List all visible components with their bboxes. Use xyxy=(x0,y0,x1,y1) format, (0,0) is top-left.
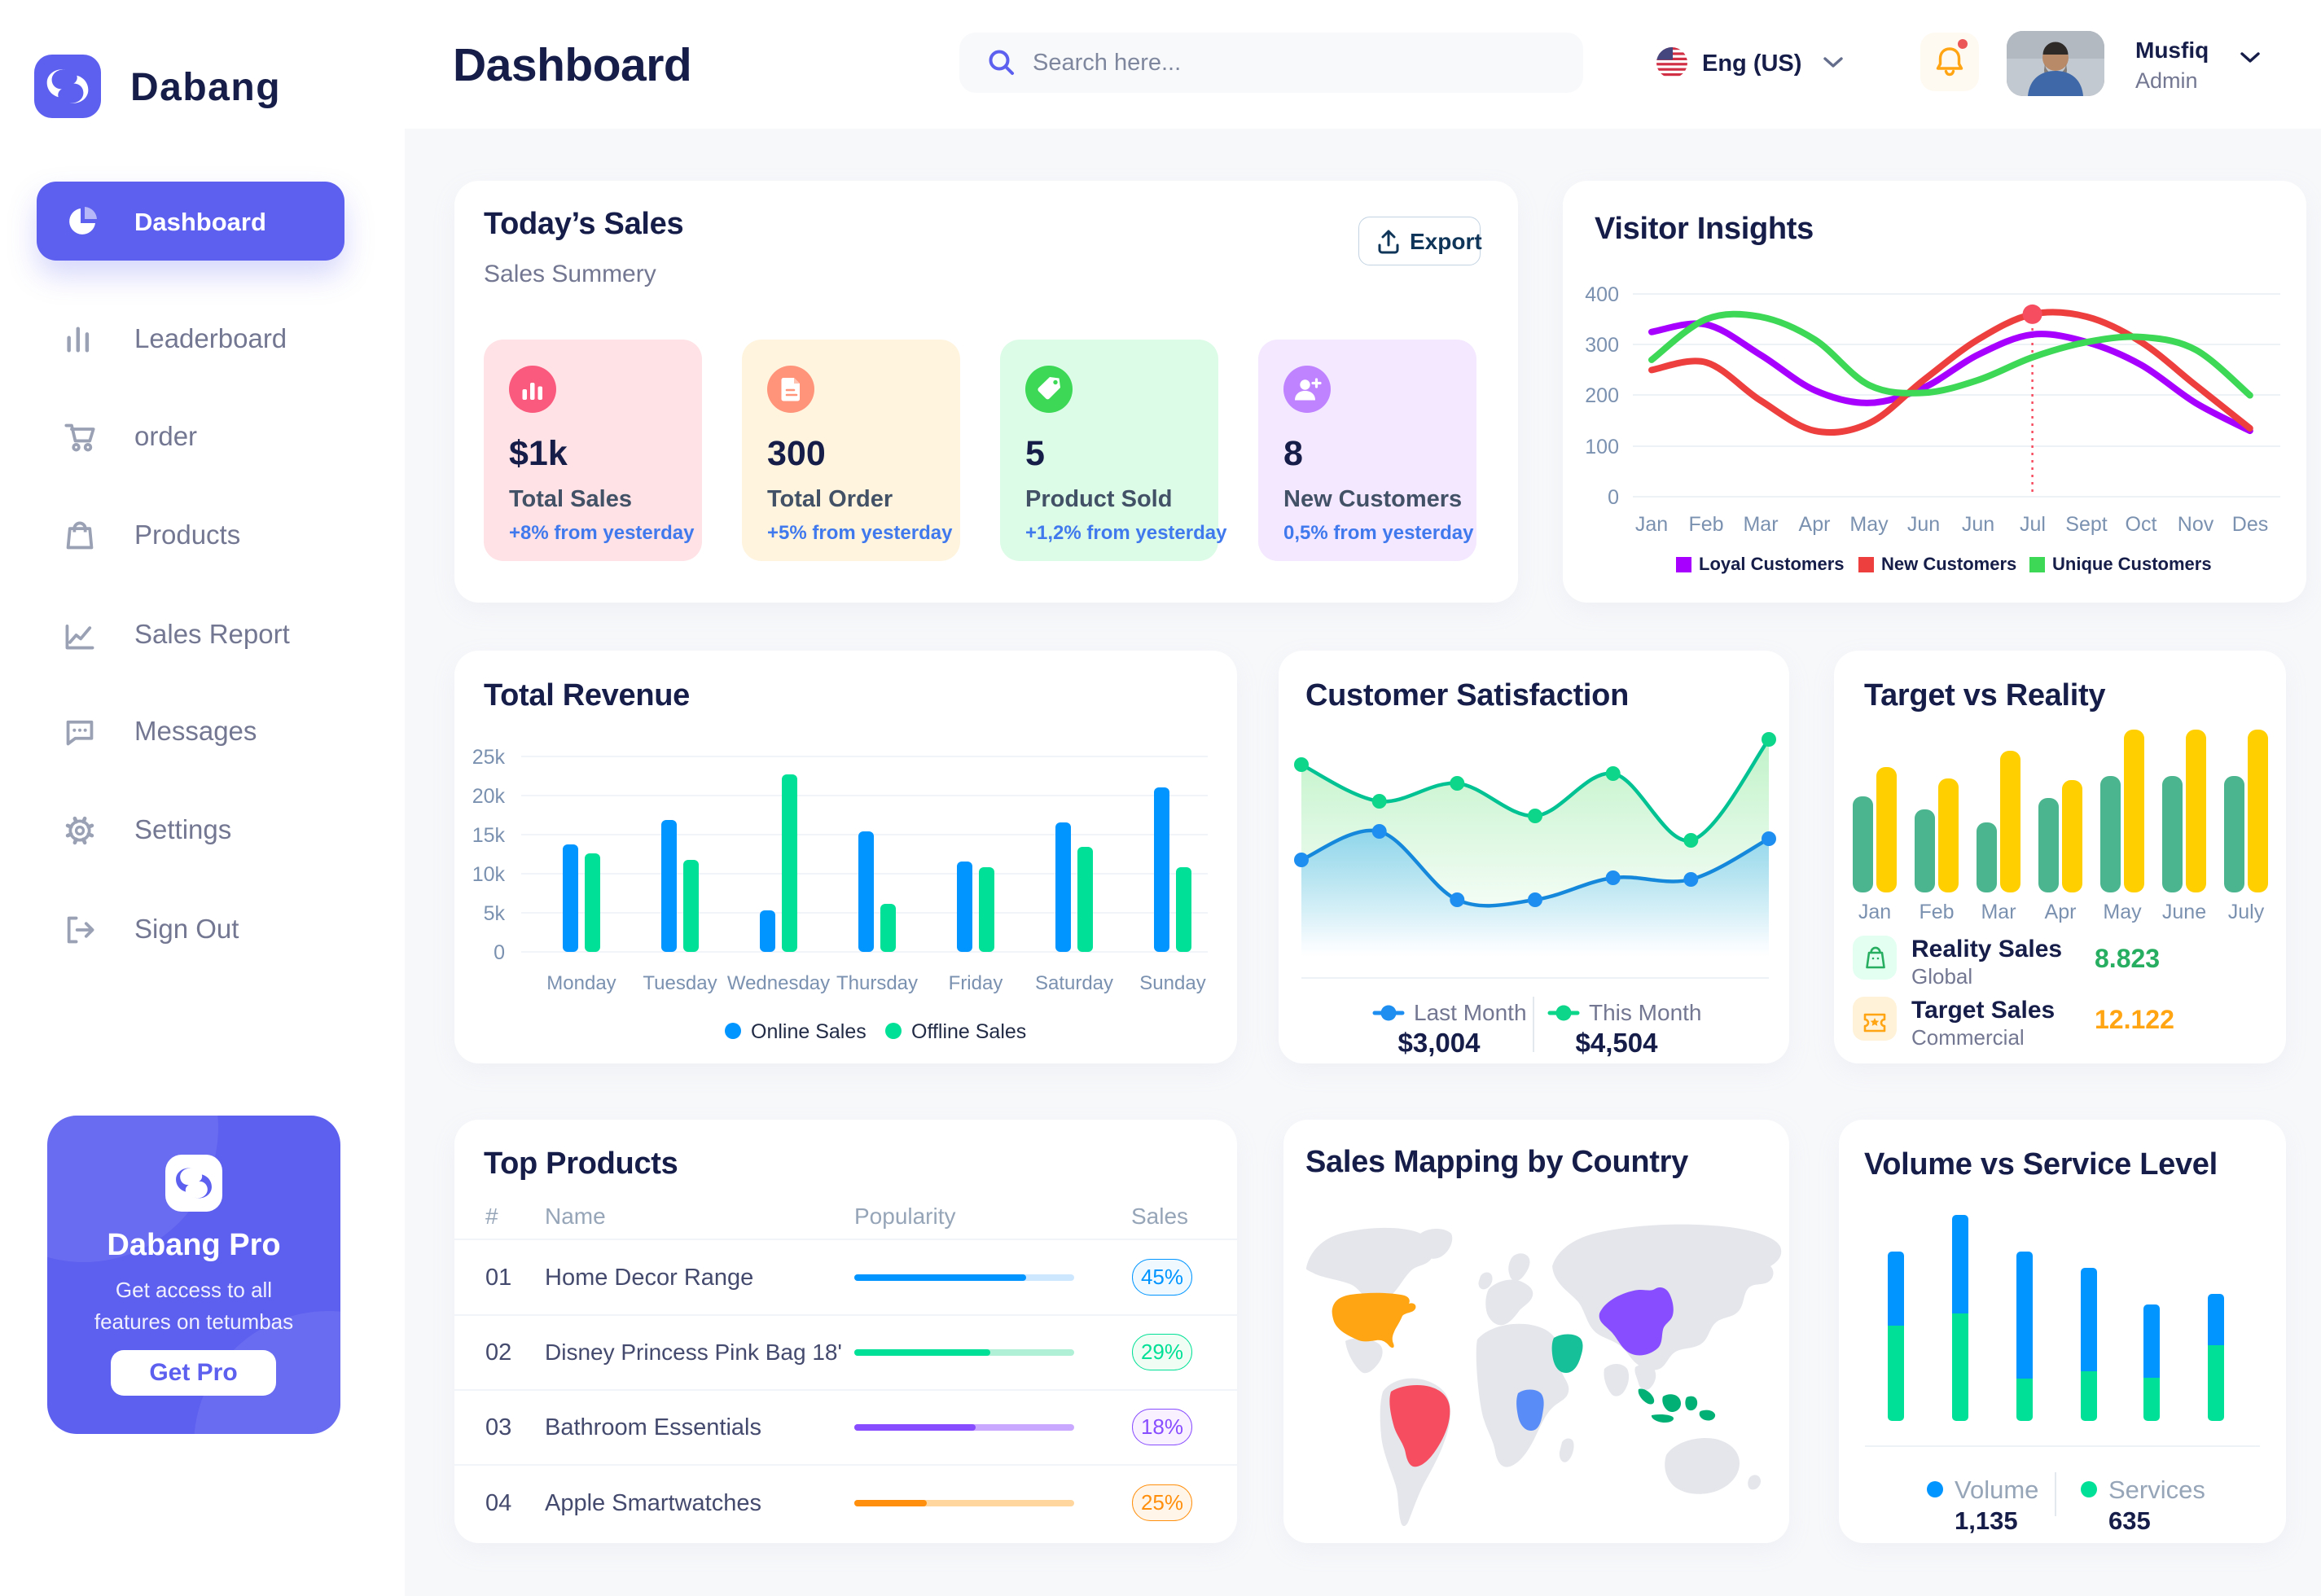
svg-text:Sunday: Sunday xyxy=(1139,972,1205,994)
svg-text:Des: Des xyxy=(2232,513,2268,536)
svg-text:Unique Customers: Unique Customers xyxy=(2052,554,2212,574)
svg-text:5k: 5k xyxy=(484,902,506,925)
svg-text:Monday: Monday xyxy=(546,972,616,994)
svg-text:Oct: Oct xyxy=(2126,513,2157,536)
svg-text:This Month: This Month xyxy=(1589,1000,1702,1025)
svg-text:Feb: Feb xyxy=(1688,513,1723,536)
svg-text:$4,504: $4,504 xyxy=(1576,1028,1659,1058)
svg-text:Wednesday: Wednesday xyxy=(727,972,830,994)
svg-text:Loyal Customers: Loyal Customers xyxy=(1699,554,1845,574)
svg-text:25k: 25k xyxy=(472,746,506,769)
svg-text:New Customers: New Customers xyxy=(1881,554,2016,574)
svg-text:Tuesday: Tuesday xyxy=(643,972,717,994)
svg-text:Jul: Jul xyxy=(2020,513,2046,536)
svg-text:Offline Sales: Offline Sales xyxy=(911,1020,1026,1043)
svg-text:Mar: Mar xyxy=(1743,513,1778,536)
svg-text:Target Sales: Target Sales xyxy=(1911,997,2055,1024)
svg-text:May: May xyxy=(1849,513,1889,536)
svg-text:300: 300 xyxy=(1585,334,1619,357)
svg-text:Sept: Sept xyxy=(2065,513,2107,536)
svg-text:Saturday: Saturday xyxy=(1035,972,1113,994)
svg-text:Jan: Jan xyxy=(1635,513,1668,536)
svg-text:Nov: Nov xyxy=(2178,513,2214,536)
svg-text:Feb: Feb xyxy=(1919,901,1954,923)
svg-text:Services: Services xyxy=(2108,1475,2205,1504)
svg-text:Apr: Apr xyxy=(2045,901,2077,923)
svg-text:June: June xyxy=(2162,901,2206,923)
svg-text:Jun: Jun xyxy=(1962,513,1994,536)
svg-text:Apr: Apr xyxy=(1799,513,1831,536)
svg-text:Volume: Volume xyxy=(1955,1475,2038,1504)
svg-text:Online Sales: Online Sales xyxy=(751,1020,867,1043)
svg-text:10k: 10k xyxy=(472,863,506,886)
svg-text:15k: 15k xyxy=(472,824,506,847)
svg-text:12.122: 12.122 xyxy=(2095,1005,2174,1034)
svg-text:400: 400 xyxy=(1585,283,1619,306)
svg-text:Jun: Jun xyxy=(1907,513,1940,536)
svg-text:20k: 20k xyxy=(472,785,506,808)
svg-text:Friday: Friday xyxy=(949,972,1003,994)
svg-text:Global: Global xyxy=(1911,964,1972,989)
svg-text:July: July xyxy=(2228,901,2265,923)
svg-text:Jan: Jan xyxy=(1858,901,1891,923)
svg-text:100: 100 xyxy=(1585,436,1619,458)
svg-text:May: May xyxy=(2103,901,2142,923)
svg-text:Mar: Mar xyxy=(1981,901,2016,923)
svg-text:0: 0 xyxy=(1608,486,1619,509)
svg-text:8.823: 8.823 xyxy=(2095,944,2160,973)
svg-text:635: 635 xyxy=(2108,1506,2151,1535)
svg-text:$3,004: $3,004 xyxy=(1398,1028,1481,1058)
svg-text:0: 0 xyxy=(494,941,505,964)
svg-text:Last Month: Last Month xyxy=(1414,1000,1527,1025)
svg-text:1,135: 1,135 xyxy=(1955,1506,2018,1535)
svg-text:Thursday: Thursday xyxy=(836,972,918,994)
svg-text:200: 200 xyxy=(1585,384,1619,407)
svg-text:Reality Sales: Reality Sales xyxy=(1911,936,2062,962)
svg-text:Commercial: Commercial xyxy=(1911,1025,2025,1050)
